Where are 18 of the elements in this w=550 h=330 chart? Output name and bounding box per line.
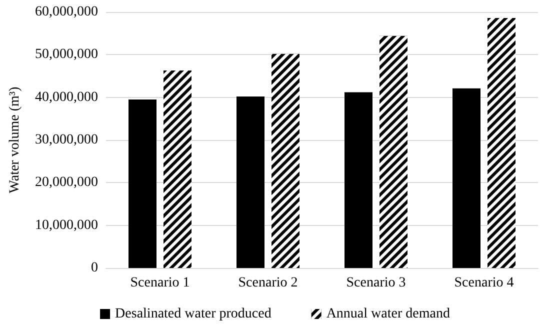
bar xyxy=(128,99,156,268)
y-tick-label: 30,000,000 xyxy=(35,132,98,148)
x-tick-label: Scenario 1 xyxy=(130,276,190,290)
y-tick-label: 60,000,000 xyxy=(35,4,98,20)
bar xyxy=(236,96,264,268)
legend-label: Annual water demand xyxy=(326,306,450,322)
x-tick-label: Scenario 4 xyxy=(454,276,514,290)
legend-label: Desalinated water produced xyxy=(115,306,272,322)
bar xyxy=(344,92,372,268)
y-tick-label: 10,000,000 xyxy=(35,218,98,233)
y-tick-label: 0 xyxy=(91,260,98,276)
x-tick-label: Scenario 3 xyxy=(346,276,406,290)
bar xyxy=(452,88,480,268)
x-tick-label: Scenario 2 xyxy=(238,276,298,290)
y-axis-title: Water volume (m³) xyxy=(8,86,22,194)
y-tick-label: 20,000,000 xyxy=(35,175,98,190)
y-tick-label: 40,000,000 xyxy=(35,90,98,105)
y-tick-label: 50,000,000 xyxy=(35,47,98,62)
